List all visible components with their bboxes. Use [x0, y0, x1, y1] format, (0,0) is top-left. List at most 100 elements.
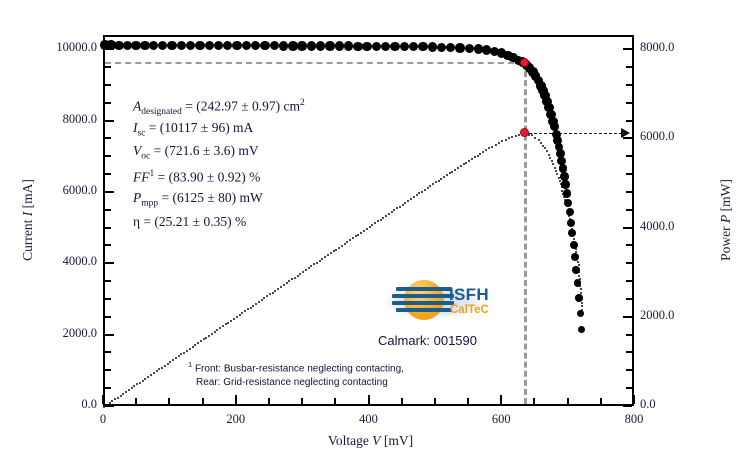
iv-data-point: [297, 41, 307, 51]
iv-data-point: [371, 41, 382, 51]
footnote-marker: 1: [188, 360, 193, 369]
power-curve-dot: [257, 300, 260, 303]
power-curve-dot: [103, 406, 105, 408]
power-curve-dot: [559, 183, 562, 186]
power-curve-dot: [302, 270, 305, 273]
power-curve-dot: [393, 209, 396, 212]
power-curve-dot: [329, 252, 332, 255]
logo-bar-1: [396, 287, 452, 291]
x-tick-500: [433, 398, 436, 404]
power-curve-dot: [561, 189, 564, 192]
parameter-summary: Adesignated = (242.97 ± 0.97) cm2 Isc = (…: [133, 92, 305, 233]
iv-data-point: [548, 116, 558, 126]
power-curve-dot: [208, 334, 211, 337]
iv-data-point: [362, 41, 372, 51]
y-tick-right-6000: [623, 137, 632, 140]
power-curve-dot: [429, 185, 432, 188]
power-curve-dot: [210, 332, 213, 335]
power-curve-dot: [379, 218, 382, 221]
power-curve-dot: [423, 188, 426, 191]
power-curve-dot: [552, 163, 555, 166]
iv-data-point: [503, 50, 513, 61]
power-curve-dot: [119, 394, 122, 397]
power-curve-dot: [255, 302, 258, 305]
power-curve-dot: [147, 375, 150, 378]
y-tick-right-800: [626, 369, 632, 372]
iv-data-point: [269, 41, 279, 51]
x-tick-label-200: 200: [226, 412, 246, 426]
power-curve-dot: [274, 289, 277, 292]
power-curve-dot: [396, 207, 399, 210]
y-axis-right-title: Power P [mW]: [718, 179, 733, 261]
x-tick-100: [168, 398, 171, 404]
iv-data-point: [473, 44, 484, 54]
iv-data-point: [544, 102, 554, 113]
power-curve-dot: [426, 186, 429, 189]
y-tick-left-3500: [105, 280, 111, 283]
mpp-power-marker: [519, 128, 529, 138]
power-curve-dot: [390, 211, 393, 214]
power-curve-dot: [304, 269, 307, 272]
parameter-pmpp: Pmpp = (6125 ± 80) mW: [133, 186, 305, 210]
power-curve-dot: [130, 387, 133, 390]
power-curve-dot: [335, 248, 338, 251]
iv-data-point: [561, 180, 570, 189]
power-curve-dot: [542, 144, 545, 147]
y-tick-right-3200: [626, 262, 632, 265]
iv-data-point: [553, 136, 563, 146]
iv-data-point: [558, 164, 568, 173]
power-curve-dot: [549, 156, 552, 159]
power-curve-dot: [553, 166, 556, 169]
iv-data-point: [577, 326, 586, 334]
iv-data-point: [549, 121, 559, 131]
power-curve-dot: [213, 330, 216, 333]
power-curve-dot: [199, 340, 202, 343]
power-curve-dot: [365, 227, 368, 230]
iv-data-point: [573, 279, 582, 288]
x-tick-50: [135, 398, 138, 404]
power-curve-dot: [244, 310, 247, 313]
iv-data-point: [399, 41, 410, 52]
y-tick-right-4400: [626, 208, 632, 211]
iv-data-point: [464, 43, 475, 54]
power-curve-dot: [551, 159, 554, 162]
y-tick-left-5500: [105, 208, 111, 211]
power-curve-dot: [527, 133, 530, 136]
y-tick-right-5200: [626, 173, 632, 176]
y-tick-left-2500: [105, 315, 111, 318]
power-curve-dot: [465, 161, 468, 164]
x-tick-300: [301, 398, 304, 404]
power-curve-dot: [158, 368, 161, 371]
power-curve-dot: [482, 150, 485, 153]
parameter-value: = (83.90 ± 0.92) %: [154, 169, 261, 184]
y-tick-left-1500: [105, 351, 111, 354]
parameter-value: = (721.6 ± 3.6) mV: [150, 143, 259, 158]
power-curve-dot: [448, 172, 451, 175]
power-curve-dot: [360, 231, 363, 234]
x-tick-400: [367, 395, 370, 404]
power-curve-dot: [346, 241, 349, 244]
y-tick-label-right-0: 0.0: [640, 397, 656, 411]
power-curve-dot: [166, 362, 169, 365]
power-curve-dot: [351, 237, 354, 240]
power-curve-dot: [197, 342, 200, 345]
iv-data-point: [538, 85, 548, 96]
x-tick-label-800: 800: [624, 412, 644, 426]
power-curve-dot: [340, 244, 343, 247]
iv-data-point: [542, 96, 552, 107]
y-tick-label-right-4000: 4000.0: [640, 218, 675, 233]
y-tick-right-2800: [626, 280, 632, 283]
y-tick-right-6800: [626, 101, 632, 104]
iv-data-point: [446, 42, 456, 53]
power-curve-dot: [443, 175, 446, 178]
iv-data-point: [106, 40, 116, 50]
power-curve-dot: [122, 392, 125, 395]
power-curve-dot: [362, 229, 365, 232]
x-tick-label-600: 600: [491, 412, 511, 426]
y-tick-label-left-4000: 4000.0: [62, 254, 97, 269]
mpp-power-arrow-line: [524, 132, 622, 134]
parameter-subscript: designated: [141, 107, 182, 118]
iv-data-point: [158, 40, 168, 51]
y-tick-left-8000: [105, 119, 114, 122]
